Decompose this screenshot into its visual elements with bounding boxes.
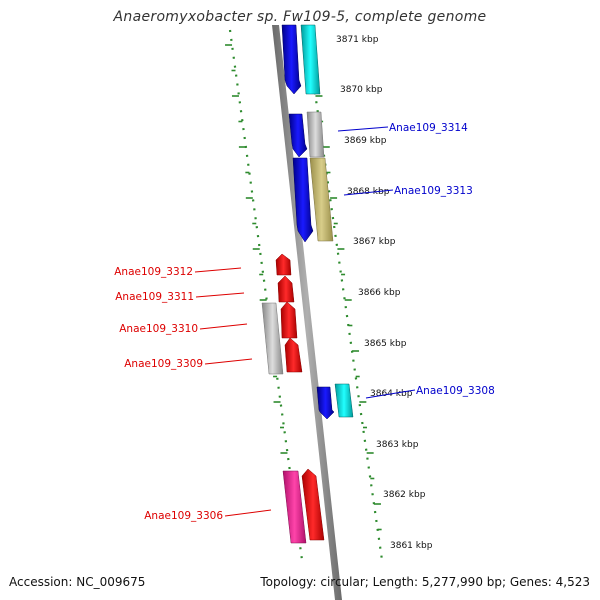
scale-label: 3869 kbp: [344, 136, 387, 146]
label-leaders: [194, 126, 416, 517]
gene-anae109-3313-block: [292, 157, 334, 243]
scale-label: 3870 kbp: [340, 85, 383, 95]
gene-blue-3871: [281, 24, 302, 95]
gene-anae109-3310: [261, 301, 298, 375]
gene-labels: Anae109_3314 Anae109_3313 Anae109_3312 A…: [114, 122, 495, 522]
gene-label-anae109-3310: Anae109_3310: [119, 323, 198, 335]
scale-label: 3863 kbp: [376, 440, 419, 450]
gene-anae109-3311: [277, 275, 295, 303]
gene-label-anae109-3311: Anae109_3311: [115, 291, 194, 303]
gene-anae109-3312: [275, 253, 292, 276]
scale-label: 3862 kbp: [383, 490, 426, 500]
gene-label-anae109-3308: Anae109_3308: [416, 385, 495, 397]
gene-cyan-3871: [300, 24, 321, 95]
scale-label: 3865 kbp: [364, 339, 407, 349]
gene-label-anae109-3314: Anae109_3314: [389, 122, 468, 134]
scale-label: 3866 kbp: [358, 288, 401, 298]
gene-anae109-3309: [284, 337, 303, 373]
accession-text: Accession: NC_009675: [9, 575, 146, 589]
gene-anae109-3306: [282, 468, 325, 544]
leader-3308: [365, 389, 416, 399]
leader-3309: [204, 358, 253, 365]
gene-anae109-3308-block: [316, 383, 354, 420]
scale-label: 3867 kbp: [353, 237, 396, 247]
leader-3306: [224, 509, 272, 517]
leader-3314: [337, 126, 389, 132]
scale-labels: 3871 kbp 3870 kbp 3869 kbp 3868 kbp 3867…: [336, 35, 433, 551]
gene-label-anae109-3306: Anae109_3306: [144, 510, 223, 522]
gene-anae109-3314-block: [288, 111, 325, 158]
gene-label-anae109-3309: Anae109_3309: [124, 358, 203, 370]
leader-3311: [195, 292, 245, 298]
leader-3313: [343, 189, 394, 196]
gene-label-anae109-3313: Anae109_3313: [394, 185, 473, 197]
scale-label: 3868 kbp: [347, 187, 390, 197]
gene-label-anae109-3312: Anae109_3312: [114, 266, 193, 278]
leader-3310: [199, 323, 248, 330]
scale-label: 3871 kbp: [336, 35, 379, 45]
leader-3312: [194, 267, 242, 273]
genome-backbone: [272, 25, 342, 600]
scale-label: 3861 kbp: [390, 541, 433, 551]
map-title: Anaeromyxobacter sp. Fw109-5, complete g…: [113, 9, 487, 25]
topology-text: Topology: circular; Length: 5,277,990 bp…: [260, 575, 590, 589]
